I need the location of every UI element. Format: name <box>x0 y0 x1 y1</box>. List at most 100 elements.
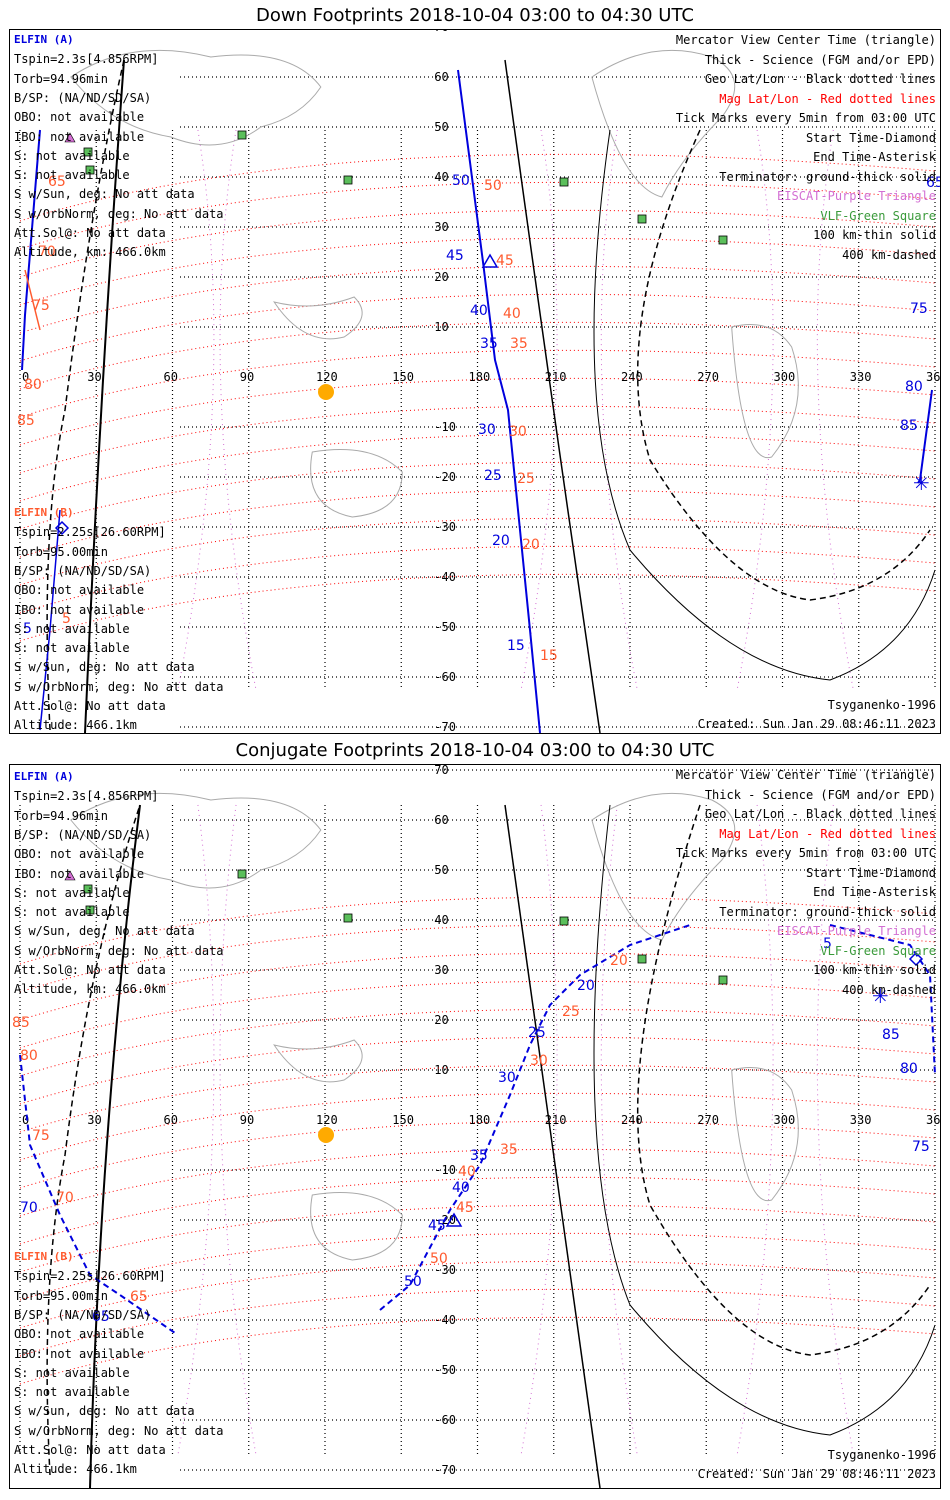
terminator-line <box>593 804 936 1436</box>
info-line: IBO: not available <box>14 1346 145 1361</box>
info-line: S w/OrbNorm, deg: No att data <box>14 943 224 958</box>
terminator-line <box>504 804 601 1488</box>
lat-tick-label: -10 <box>434 1163 456 1177</box>
mag-meridian <box>219 804 257 1456</box>
track-time-tick: 45 <box>456 1200 474 1216</box>
info-line: OBO: not available <box>14 1327 145 1342</box>
legend-item: Start Time-Diamond <box>805 130 936 145</box>
lon-tick-label: 90 <box>240 1113 254 1127</box>
track-time-tick: 25 <box>528 1025 546 1041</box>
lat-tick-label: -70 <box>434 720 456 733</box>
lon-tick-label: 330 <box>850 370 872 384</box>
legend-item: 400 km-dashed <box>842 247 936 262</box>
legend-item: VLF-Green Square <box>820 208 936 223</box>
vlf-station-marker <box>343 913 353 923</box>
center-time-triangle <box>481 253 499 268</box>
track-time-tick: 80 <box>900 1061 918 1077</box>
track-time-tick: 25 <box>484 468 502 484</box>
lon-tick-label: 270 <box>697 1113 719 1127</box>
vlf-station-marker <box>85 165 95 175</box>
info-line: Altitude, km: 466.0km <box>14 982 166 997</box>
track-time-tick: 45 <box>496 253 514 269</box>
info-line: Att.Sol@: No att data <box>14 963 166 977</box>
legend-item: Mercator View Center Time (triangle) <box>675 33 936 47</box>
sun-marker <box>318 1127 334 1143</box>
track-time-tick: 25 <box>562 1004 580 1020</box>
mag-meridian <box>219 129 257 691</box>
lon-tick-label: 300 <box>774 1113 796 1127</box>
lat-tick-label: 70 <box>434 765 448 777</box>
center-time-triangle <box>445 1212 463 1227</box>
legend-item: Terminator: ground-thick solid <box>719 169 936 184</box>
info-line: B/SP: (NA/ND/SD/SA) <box>14 90 152 105</box>
lat-tick-label: 30 <box>434 963 448 977</box>
track-time-tick: 40 <box>503 306 521 322</box>
lon-tick-label: 330 <box>850 1113 872 1127</box>
info-line: Tspin=2.3s[4.856RPM] <box>14 52 159 67</box>
track-time-tick: 80 <box>905 379 923 395</box>
info-line: S: not available <box>14 621 130 636</box>
info-line: S: not available <box>14 885 130 900</box>
lon-tick-label: 360 <box>926 370 940 384</box>
info-line: Tspin=2.25s[26.60RPM] <box>14 1269 166 1284</box>
footprint-track <box>39 509 61 731</box>
created-label: Created: Sun Jan 29 08:46:11 2023 <box>697 717 936 731</box>
track-time-tick: 35 <box>500 1142 518 1158</box>
track-time-tick: 45 <box>446 248 464 264</box>
mag-meridian <box>177 804 215 1456</box>
terminator-line <box>46 59 125 731</box>
lon-tick-label: 120 <box>316 1113 338 1127</box>
lat-tick-label: -30 <box>434 520 456 534</box>
mag-meridian <box>600 129 638 691</box>
lat-tick-label: 40 <box>434 913 448 927</box>
track-time-tick: 35 <box>480 336 498 352</box>
mag-meridian <box>736 129 774 691</box>
mag-meridian <box>736 804 774 1456</box>
track-time-tick: 20 <box>610 953 628 969</box>
map-canvas-conjugate: 0 30 60 90 120 150 180 210 240 270 300 330 360 70 60 50… <box>12 765 940 1488</box>
track-time-tick: 45 <box>428 1218 446 1234</box>
legend-item: Geo Lat/Lon - Black dotted lines <box>704 72 936 86</box>
track-time-tick: 85 <box>12 1015 30 1031</box>
end-time-asterisk: ✳ <box>913 471 930 495</box>
lon-tick-label: 180 <box>469 1113 491 1127</box>
info-line: Tspin=2.25s[26.60RPM] <box>14 525 166 540</box>
lat-tick-label: -50 <box>434 1363 456 1377</box>
vlf-station-marker <box>637 214 647 224</box>
track-time-tick: 30 <box>498 1070 516 1086</box>
terminator-line <box>89 804 141 1488</box>
info-line: Torb=95.00min <box>14 544 108 559</box>
mag-meridian <box>520 129 558 691</box>
legend-item: Geo Lat/Lon - Black dotted lines <box>704 807 936 821</box>
legend-item: VLF-Green Square <box>820 943 936 958</box>
continent-outline <box>591 792 736 941</box>
lon-tick-label: 270 <box>697 370 719 384</box>
info-line: IBO: not available <box>14 129 145 144</box>
lat-tick-label: 30 <box>434 220 448 234</box>
info-line: B/SP: (NA/ND/SD/SA) <box>14 1307 152 1322</box>
info-line: S: not available <box>14 1385 130 1400</box>
info-line: Torb=95.00min <box>14 1288 108 1303</box>
footprint-track <box>19 1054 176 1334</box>
lat-tick-label: 50 <box>434 863 448 877</box>
info-line: S: not available <box>14 905 130 920</box>
continent-outline <box>273 1039 363 1083</box>
vlf-station-marker <box>718 235 728 245</box>
info-line: S: not available <box>14 641 130 656</box>
lon-tick-label: 210 <box>545 1113 567 1127</box>
info-line: Altitude, km: 466.0km <box>14 245 166 260</box>
continent-outline <box>70 49 322 146</box>
lat-tick-label: 10 <box>434 1063 448 1077</box>
lat-tick-label: -60 <box>434 670 456 684</box>
eiscat-marker <box>64 870 76 881</box>
lat-tick-label: 60 <box>434 813 448 827</box>
lat-tick-label: -60 <box>434 1413 456 1427</box>
track-time-tick: 75 <box>32 1128 50 1144</box>
continent-outline <box>731 324 799 459</box>
vlf-station-marker <box>343 175 353 185</box>
panel-title-down: Down Footprints 2018-10-04 03:00 to 04:3… <box>256 5 694 26</box>
track-time-tick: 35 <box>510 336 528 352</box>
mag-meridian <box>177 129 215 691</box>
mag-meridian <box>520 804 558 1456</box>
track-time-tick: 50 <box>430 1251 448 1267</box>
